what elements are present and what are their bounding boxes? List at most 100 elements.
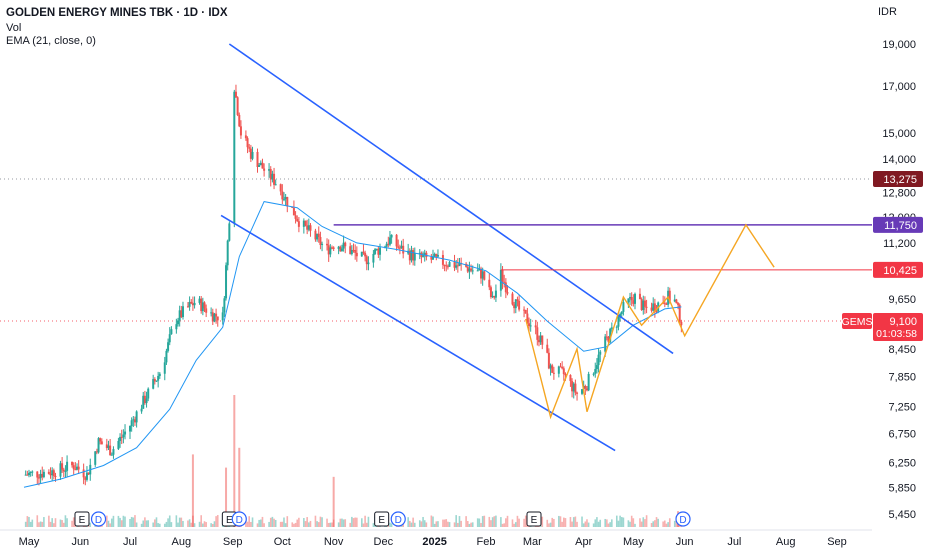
candle-body (190, 301, 193, 304)
candle-body (546, 344, 549, 353)
time-tick-label: May (19, 536, 40, 548)
volume-bar (551, 517, 554, 527)
candle-body (344, 242, 347, 247)
volume-bar (619, 515, 621, 527)
volume-bar (466, 521, 469, 527)
candle-body (468, 268, 471, 272)
candle-body (677, 303, 680, 305)
volume-bars (24, 395, 683, 527)
volume-bar (327, 522, 330, 527)
volume-bar (640, 521, 643, 527)
time-tick-label: Dec (374, 536, 394, 548)
candle-body (559, 366, 562, 368)
candle-body (398, 247, 401, 249)
volume-bar (559, 516, 562, 527)
candle-body (571, 381, 574, 392)
volume-bar (210, 523, 212, 527)
candle-body (607, 336, 610, 343)
volume-bar (89, 522, 92, 527)
candle-body (223, 298, 226, 313)
candle-body (117, 440, 120, 450)
volume-bar (53, 523, 55, 527)
candle-body (258, 165, 261, 167)
candle-body (665, 303, 668, 305)
price-tick-label: 6,750 (888, 428, 916, 440)
volume-bar (309, 520, 312, 527)
candle-body (408, 250, 411, 261)
candle-body (587, 373, 590, 391)
volume-bar (413, 522, 416, 527)
candle-body (367, 262, 370, 265)
volume-bar (667, 522, 669, 527)
volume-bar (582, 523, 585, 527)
candle-body (375, 248, 378, 250)
candle-body (105, 444, 108, 448)
candle-body (26, 474, 29, 476)
volume-bar (202, 523, 204, 527)
volume-bar (627, 520, 630, 527)
volume-bar (445, 519, 448, 527)
volume-bar (319, 516, 322, 527)
candle-body (604, 336, 607, 352)
volume-bar (564, 518, 567, 527)
volume-bar (248, 516, 251, 527)
candle-body (564, 374, 567, 376)
volume-bar (329, 522, 332, 527)
volume-bar (216, 515, 219, 527)
volume-bar (188, 519, 191, 527)
candle-body (436, 255, 439, 257)
ema-indicator-label[interactable]: EMA (21, close, 0) (6, 35, 96, 47)
candle-body (95, 451, 98, 453)
candle-body (210, 312, 213, 314)
candle-body (374, 249, 377, 254)
dividend-event-marker (390, 511, 406, 527)
candle-body (129, 426, 131, 432)
candle-body (62, 469, 65, 472)
candle-body (248, 147, 251, 149)
candle-body (49, 473, 52, 476)
candle-body (177, 320, 180, 325)
dividend-event-marker (90, 511, 107, 527)
candle-body (147, 388, 150, 399)
volume-bar (147, 520, 150, 527)
price-tick-label: 5,850 (888, 482, 916, 494)
volume-bar (367, 516, 370, 527)
volume-bar (283, 517, 285, 527)
volume-bar (351, 516, 353, 527)
volume-bar (344, 519, 347, 527)
volume-bar (306, 517, 308, 527)
candle-body (615, 326, 618, 328)
candle-body (155, 380, 158, 382)
time-tick-label: Apr (575, 536, 592, 548)
volume-bar (165, 521, 168, 527)
volume-bar (523, 518, 525, 527)
candle-body (110, 454, 113, 456)
volume-bar (574, 516, 577, 527)
volume-spike (225, 467, 228, 527)
candle-body (76, 466, 79, 470)
candle-body (77, 466, 80, 470)
candle-body (655, 311, 658, 313)
volume-bar (304, 521, 307, 527)
symbol-tag-text: GEMS (842, 316, 873, 328)
candle-body (423, 252, 426, 256)
volume-bar (314, 515, 317, 527)
candle-body (286, 196, 289, 207)
candle-body (501, 269, 504, 282)
price-axis: 19,00017,00015,00014,00012,80012,00011,2… (882, 39, 916, 521)
volume-bar (72, 517, 75, 527)
candle-body (668, 290, 671, 302)
level-badge-lower-bg (873, 261, 923, 278)
candle-body (523, 309, 526, 311)
candle-body (413, 253, 416, 261)
volume-indicator-label[interactable]: Vol (6, 22, 22, 34)
volume-bar (38, 522, 40, 527)
volume-bar (198, 521, 201, 527)
volume-bar (263, 523, 265, 527)
volume-bar (615, 515, 618, 527)
candle-body (536, 327, 539, 340)
volume-bar (422, 516, 424, 527)
candle-body (584, 385, 587, 389)
volume-bar (412, 517, 414, 527)
